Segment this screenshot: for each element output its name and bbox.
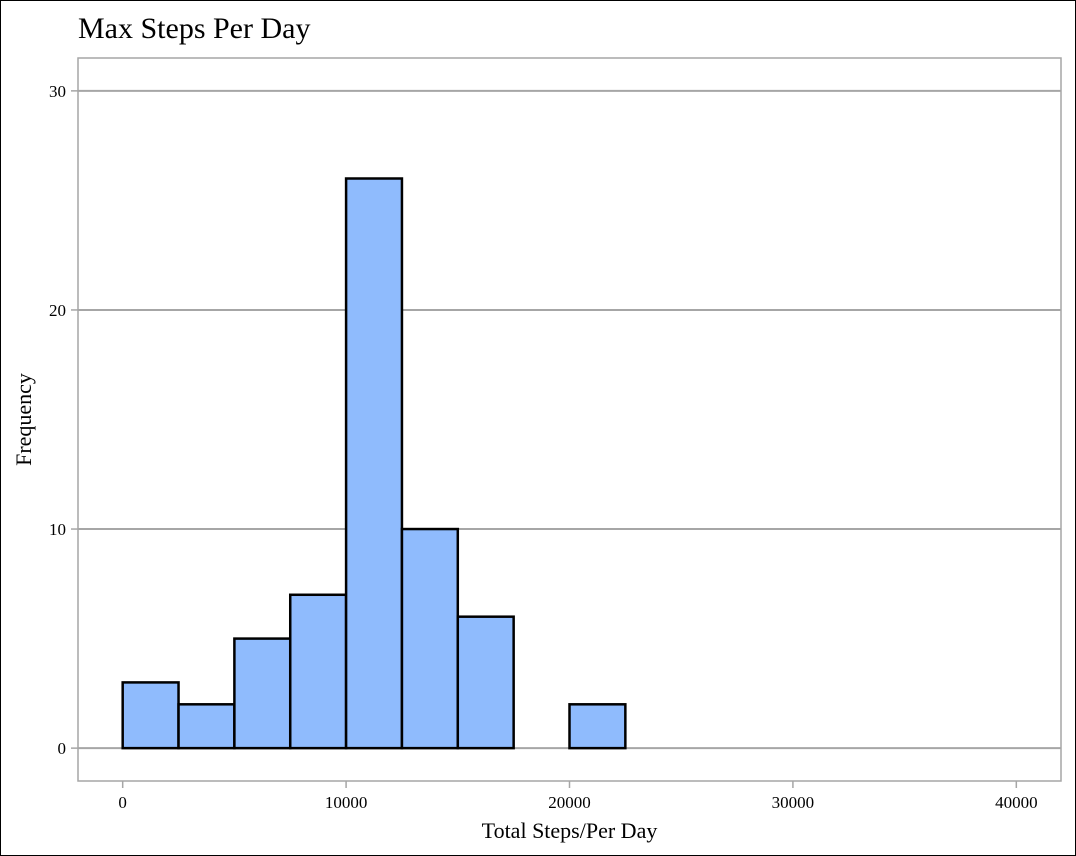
y-axis-label: Frequency (11, 373, 36, 466)
x-axis: 0 10000 20000 30000 40000 (118, 781, 1038, 812)
y-axis: 0 10 20 30 (49, 82, 78, 758)
y-tick-label: 30 (49, 82, 66, 101)
histogram-bar (568, 703, 627, 750)
y-tick-label: 20 (49, 301, 66, 320)
x-tick-label: 30000 (772, 793, 815, 812)
histogram-bar (177, 703, 236, 750)
histogram-bar (456, 615, 515, 750)
histogram-bar (233, 637, 292, 750)
grid-lines (78, 89, 1061, 750)
bars (121, 177, 627, 750)
x-tick-label: 0 (118, 793, 127, 812)
x-tick-label: 10000 (325, 793, 368, 812)
y-tick-label: 0 (58, 739, 67, 758)
histogram-bar (400, 527, 460, 750)
x-tick-label: 40000 (995, 793, 1038, 812)
histogram-bar (121, 681, 180, 750)
x-axis-label: Total Steps/Per Day (482, 818, 658, 843)
y-tick-label: 10 (49, 520, 66, 539)
histogram-bar (344, 177, 404, 750)
chart-title: Max Steps Per Day (78, 12, 310, 45)
plot-panel (77, 57, 1062, 782)
histogram-bar (288, 593, 348, 750)
x-tick-label: 20000 (548, 793, 591, 812)
